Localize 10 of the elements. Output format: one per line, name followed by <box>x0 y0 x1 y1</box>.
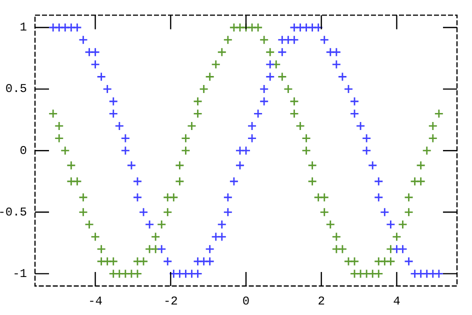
y-tick-label: -1 <box>12 266 27 281</box>
x-tick-label: 2 <box>318 294 325 308</box>
y-tick-label: 1 <box>20 20 27 35</box>
x-tick-label: -4 <box>88 294 102 308</box>
x-tick-label: 4 <box>393 294 400 308</box>
x-tick-label: -2 <box>163 294 178 308</box>
y-tick-label: 0.5 <box>5 82 27 96</box>
y-tick-label: -0.5 <box>0 205 27 220</box>
y-tick-label: 0 <box>20 144 27 158</box>
x-tick-label: 0 <box>242 294 250 308</box>
